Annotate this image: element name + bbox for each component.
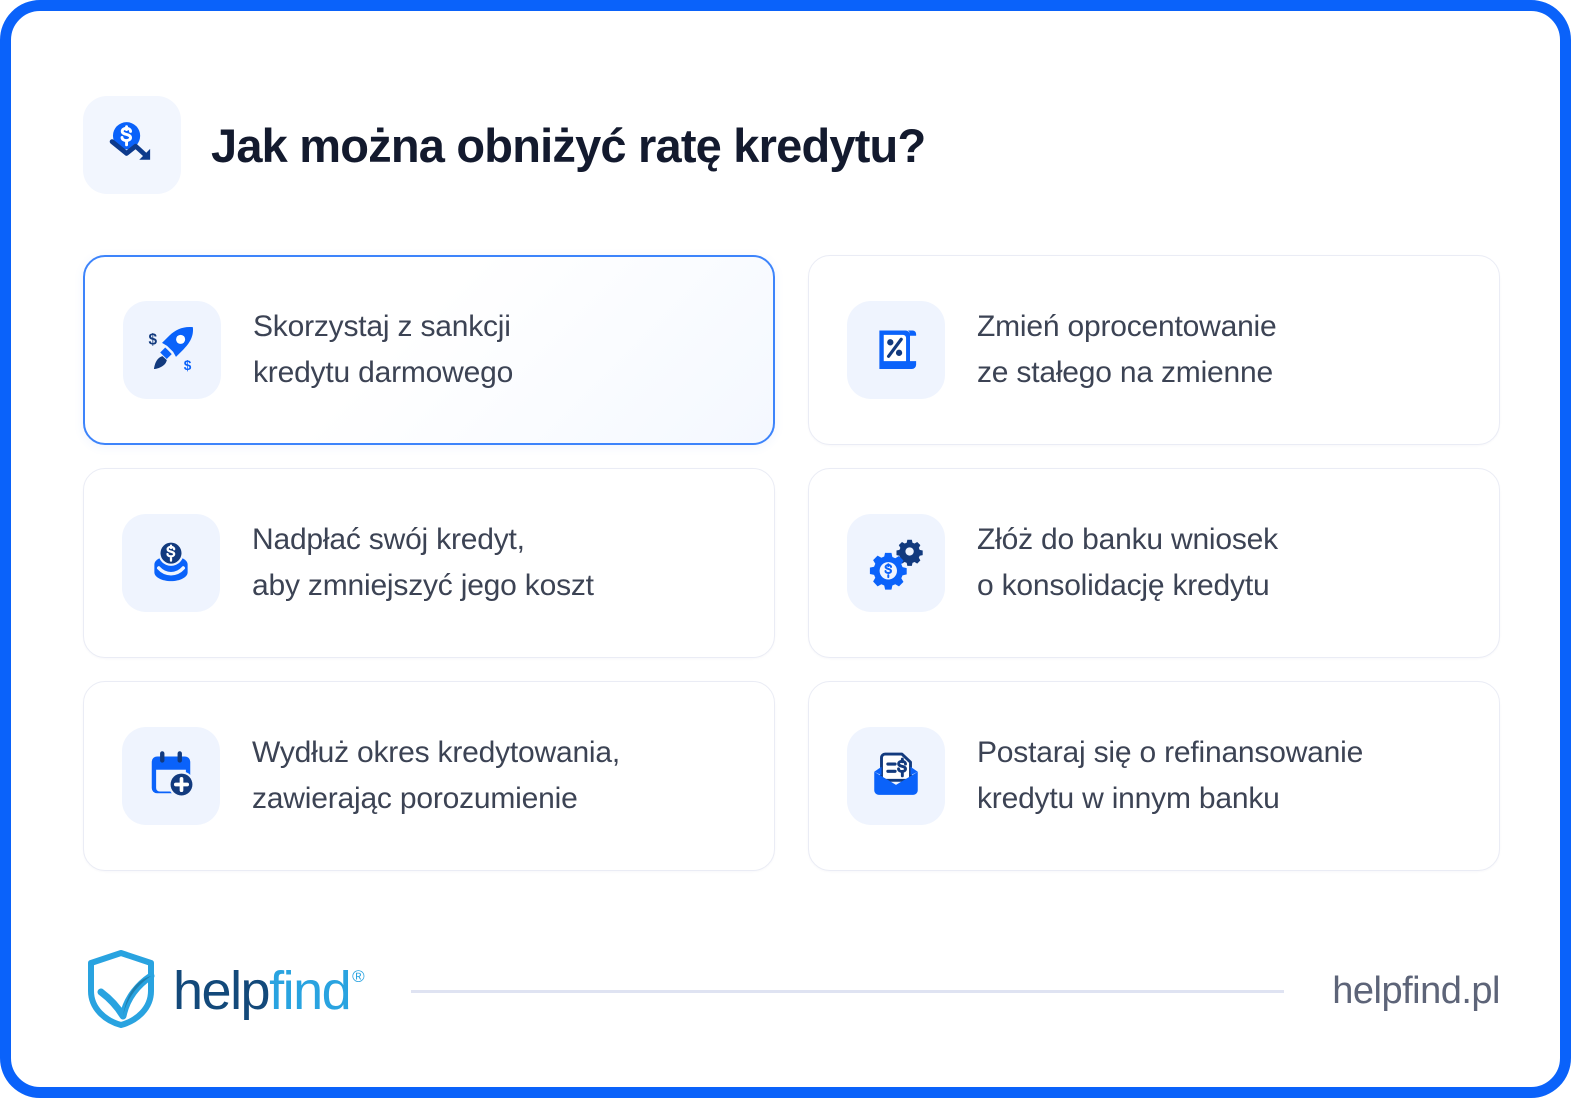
card-icon-tile: $ $ xyxy=(123,301,221,399)
card-text-line-2: kredytu darmowego xyxy=(253,356,514,389)
card-icon-tile xyxy=(122,514,220,612)
card-text: Postaraj się o refinansowanie kredytu w … xyxy=(977,730,1363,821)
shield-check-logo-icon xyxy=(83,948,159,1035)
brand-logo-text-find: find xyxy=(269,961,352,1021)
calendar-plus-icon xyxy=(143,746,199,807)
header-icon-tile xyxy=(83,96,181,194)
card-icon-tile xyxy=(847,514,945,612)
card-icon-tile xyxy=(122,727,220,825)
infographic-inner: Jak można obniżyć ratę kredytu? $ xyxy=(11,11,1560,1087)
card-text: Skorzystaj z sankcji kredytu darmowego xyxy=(253,304,513,395)
card-text: Nadpłać swój kredyt, aby zmniejszyć jego… xyxy=(252,517,594,608)
brand-logo-text-help: help xyxy=(173,961,271,1021)
card-text-line-1: Skorzystaj z sankcji xyxy=(253,310,511,344)
card-icon-tile xyxy=(847,727,945,825)
option-card-sankcja-kredytu-darmowego[interactable]: $ $ Skorzystaj z sankcji kredytu darmowe… xyxy=(83,255,775,445)
footer-domain: helpfind.pl xyxy=(1332,969,1500,1012)
gears-money-icon xyxy=(867,532,925,595)
card-text-line-1: Postaraj się o refinansowanie xyxy=(977,736,1364,770)
card-text-line-1: Nadpłać swój kredyt, xyxy=(252,523,525,557)
page-title: Jak można obniżyć ratę kredytu? xyxy=(211,118,926,172)
card-text-line-2: aby zmniejszyć jego koszt xyxy=(252,569,594,602)
card-text-line-1: Złóż do banku wniosek xyxy=(977,523,1278,557)
percent-document-icon xyxy=(868,320,924,381)
card-text: Złóż do banku wniosek o konsolidację kre… xyxy=(977,517,1278,608)
footer: help find ® helpfind.pl xyxy=(83,936,1500,1046)
brand-logo-text: help find ® xyxy=(173,961,365,1021)
card-icon-tile xyxy=(847,301,945,399)
money-decrease-icon xyxy=(103,114,161,177)
svg-text:$: $ xyxy=(184,357,192,372)
brand-logo[interactable]: help find ® xyxy=(83,948,365,1035)
header: Jak można obniżyć ratę kredytu? xyxy=(83,96,926,194)
card-text: Zmień oprocentowanie ze stałego na zmien… xyxy=(977,304,1277,395)
options-grid: $ $ Skorzystaj z sankcji kredytu darmowe… xyxy=(83,255,1500,871)
envelope-invoice-icon xyxy=(867,745,925,808)
card-text-line-1: Zmień oprocentowanie xyxy=(977,310,1277,344)
footer-divider xyxy=(411,989,1285,993)
coin-deposit-icon xyxy=(143,533,199,594)
registered-trademark-mark: ® xyxy=(352,967,365,986)
rocket-money-icon: $ $ xyxy=(143,319,201,382)
option-card-wydluz-okres[interactable]: Wydłuż okres kredytowania, zawierając po… xyxy=(83,681,775,871)
option-card-nadplac-kredyt[interactable]: Nadpłać swój kredyt, aby zmniejszyć jego… xyxy=(83,468,775,658)
option-card-zmien-oprocentowanie[interactable]: Zmień oprocentowanie ze stałego na zmien… xyxy=(808,255,1500,445)
card-text-line-2: o konsolidację kredytu xyxy=(977,569,1270,602)
card-text-line-2: kredytu w innym banku xyxy=(977,782,1280,815)
option-card-konsolidacja-kredytu[interactable]: Złóż do banku wniosek o konsolidację kre… xyxy=(808,468,1500,658)
option-card-refinansowanie[interactable]: Postaraj się o refinansowanie kredytu w … xyxy=(808,681,1500,871)
svg-text:$: $ xyxy=(148,331,157,348)
card-text-line-1: Wydłuż okres kredytowania, xyxy=(252,736,621,770)
card-text-line-2: zawierając porozumienie xyxy=(252,782,578,815)
card-text-line-2: ze stałego na zmienne xyxy=(977,356,1273,389)
card-text: Wydłuż okres kredytowania, zawierając po… xyxy=(252,730,620,821)
